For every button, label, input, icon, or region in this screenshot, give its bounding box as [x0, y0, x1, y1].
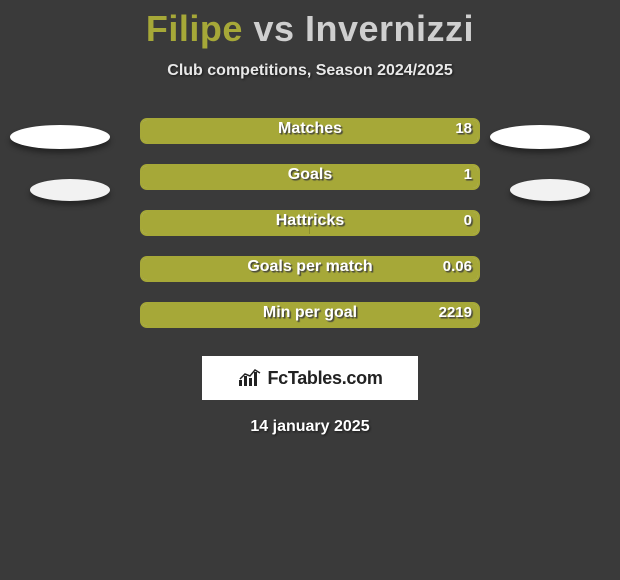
stat-bar	[140, 302, 480, 328]
player1-name: Filipe	[146, 8, 243, 49]
stat-row: Min per goal2219	[140, 292, 480, 338]
stat-bar	[140, 164, 480, 190]
stat-bar-right	[142, 120, 478, 142]
stat-bar	[140, 210, 480, 236]
comparison-title: Filipe vs Invernizzi	[0, 0, 620, 50]
stat-bar-right	[142, 304, 478, 326]
stat-bar-right	[142, 258, 478, 280]
decorative-ellipse	[510, 179, 590, 201]
brand-text: FcTables.com	[267, 368, 382, 389]
decorative-ellipse	[10, 125, 110, 149]
subtitle: Club competitions, Season 2024/2025	[0, 62, 620, 80]
stat-rows: Matches18Goals1Hattricks0Goals per match…	[140, 108, 480, 338]
stat-bar-right	[310, 212, 478, 234]
stat-bar-right	[142, 166, 478, 188]
brand-box: FcTables.com	[202, 356, 418, 400]
decorative-ellipse	[30, 179, 110, 201]
stat-bar	[140, 118, 480, 144]
stat-row: Goals per match0.06	[140, 246, 480, 292]
stat-row: Goals1	[140, 154, 480, 200]
stat-bar	[140, 256, 480, 282]
stat-row: Matches18	[140, 108, 480, 154]
stat-bar-left	[142, 212, 310, 234]
stat-row: Hattricks0	[140, 200, 480, 246]
date-line: 14 january 2025	[0, 418, 620, 436]
player2-name: Invernizzi	[305, 8, 474, 49]
bar-chart-icon	[237, 368, 263, 388]
vs-separator: vs	[253, 8, 294, 49]
decorative-ellipse	[490, 125, 590, 149]
